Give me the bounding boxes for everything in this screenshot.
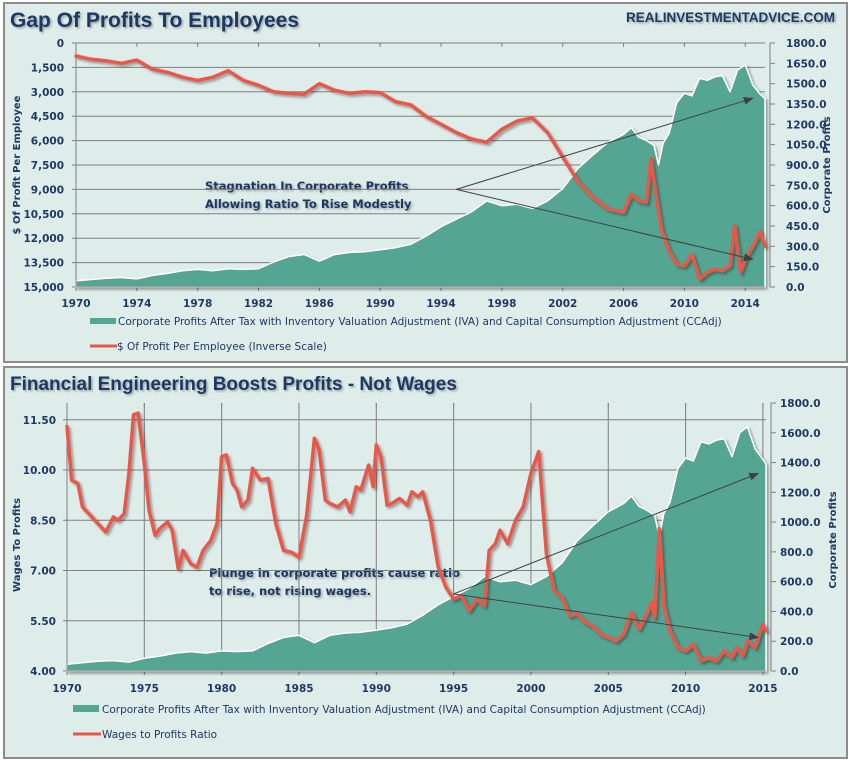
chart2-y-tick-label: 10.00 [23,465,56,477]
chart1-x-tick-label: 2006 [609,298,638,310]
chart1-y2-tick-label: 300.0 [786,241,819,253]
chart2-x-tick-label: 1995 [439,683,468,695]
chart1-y-tick-label: 7,500 [31,160,64,172]
chart1-x-tick-label: 1986 [305,298,334,310]
chart1-x-tick-label: 2010 [670,298,699,310]
chart1-y2-tick-label: 1350.0 [786,99,827,111]
chart2-y2-tick-label: 1000.0 [780,517,821,529]
chart1-y2-tick-label: 1200.0 [786,119,827,131]
chart2-y2-tick-label: 200.0 [780,636,813,648]
chart1-x-tick-label: 1990 [366,298,395,310]
chart1-x-tick-label: 1970 [61,298,90,310]
chart2-y2-tick-label: 0.0 [780,666,799,678]
chart2-ratio-line [65,411,768,663]
chart1-x-tick-label: 2002 [548,298,577,310]
chart1-x-tick-label: 1978 [183,298,212,310]
chart2-legend-area-label: Corporate Profits After Tax with Invento… [102,704,706,716]
chart2-title: Financial Engineering Boosts Profits - N… [10,374,457,395]
chart1-legend-area-swatch [90,318,116,324]
chart2-y-tick-label: 7.00 [30,566,56,578]
chart2-annotation: Plunge in corporate profits cause ratio … [209,566,460,598]
chart1-y2-tick-label: 450.0 [786,221,819,233]
chart1-y2-tick-label: 1500.0 [786,79,827,91]
chart2-y-tick-label: 8.50 [30,515,56,527]
chart1-y2-tick-label: 1650.0 [786,58,827,70]
chart2-y2-tick-label: 400.0 [780,606,813,618]
chart1-plot: 0 1,500 3,000 4,500 6,000 7,500 9,000 10,500 12,… [23,38,826,310]
chart1-y-tick-label: 0 [57,38,64,50]
chart2-plot: 11.50 10.00 8.50 7.00 5.50 4.00 1970 1975 1980 19… [23,398,821,695]
chart1-y2-tick-label: 900.0 [786,160,819,172]
chart1-y-tick-label: 9,000 [31,184,64,196]
chart2-y2-axis-label: Corporate Profits [828,491,839,588]
chart2-y2-tick-label: 1600.0 [780,428,821,440]
chart2-legend: Corporate Profits After Tax with Invento… [73,704,706,741]
watermark: REALINVESTMENTADVICE.COM [626,10,835,25]
chart2-profits-area [66,426,767,672]
chart2-y2-tick-label: 1800.0 [780,398,821,410]
chart1-legend-area-label: Corporate Profits After Tax with Invento… [118,316,722,328]
chart2-y2-tick-label: 600.0 [780,577,813,589]
chart1-y-tick-label: 6,000 [31,136,64,148]
chart2-legend-line-label: Wages to Profits Ratio [102,729,217,741]
chart2-y2-tick-label: 800.0 [780,547,813,559]
chart2-legend-area-swatch [73,705,99,712]
chart2-annotation-line2: to rise, not rising wages. [209,584,371,598]
chart1-y-tick-label: 4,500 [31,111,64,123]
chart2-y2-tick-label: 1400.0 [780,458,821,470]
chart1-y2-tick-label: 0.0 [786,282,805,294]
chart1-y-tick-label: 13,500 [23,258,64,270]
chart1-y2-tick-label: 600.0 [786,201,819,213]
chart1-y2-axis-label: Corporate Profits [822,116,833,213]
chart2-y-tick-label: 5.50 [30,616,56,628]
chart2-x-tick-label: 1990 [362,683,391,695]
chart1-y2-tick-label: 1800.0 [786,38,827,50]
chart2-y2-tick-label: 1200.0 [780,487,821,499]
chart2-x-tick-label: 2000 [516,683,545,695]
chart1-x-tick-label: 2014 [731,298,760,310]
chart2-y-tick-label: 11.50 [23,415,56,427]
chart2-x-tick-label: 2005 [594,683,623,695]
chart2-x-tick-label: 2015 [748,683,777,695]
chart2-x-tick-label: 1985 [284,683,313,695]
chart2-y-tick-label: 4.00 [30,666,56,678]
chart1-annotation-line1: Stagnation In Corporate Profits [205,179,409,193]
chart1-y-axis-label: $ Of Profit Per Employee [12,95,23,234]
chart1-x-tick-label: 1974 [122,298,151,310]
chart1-x-tick-label: 1998 [487,298,516,310]
chart1-ratio-line [74,54,767,281]
chart2-annotation-line1: Plunge in corporate profits cause ratio [209,566,460,580]
chart1-annotation: Stagnation In Corporate Profits Allowing… [205,179,412,211]
chart-marks: 0 1,500 3,000 4,500 6,000 7,500 9,000 10,500 12,… [23,38,827,695]
chart1-x-tick-label: 1982 [244,298,273,310]
chart1-y2-tick-label: 750.0 [786,180,819,192]
chart1-y-tick-label: 12,000 [23,233,64,245]
chart1-y-tick-label: 15,000 [23,282,64,294]
chart1-y-tick-label: 10,500 [23,209,64,221]
chart1-y2-tick-label: 150.0 [786,262,819,274]
chart1-y-tick-label: 1,500 [31,62,64,74]
chart2-x-tick-label: 1970 [52,683,81,695]
chart1-profits-area [75,63,766,288]
chart1-y2-tick-label: 1050.0 [786,140,827,152]
chart1-legend: Corporate Profits After Tax with Invento… [90,316,722,353]
chart2-x-tick-label: 1975 [130,683,159,695]
chart1-annotation-line2: Allowing Ratio To Rise Modestly [205,197,412,211]
chart2-trend-arrow [453,593,760,641]
chart1-trend-arrow [456,97,754,190]
chart1-title: Gap Of Profits To Employees [10,9,299,32]
chart2-y-axis-label: Wages To Profits [12,498,23,592]
chart1-trend-arrow [456,188,754,262]
chart2-x-tick-label: 1980 [207,683,236,695]
chart1-y-tick-label: 3,000 [31,87,64,99]
chart1-legend-line-label: $ Of Profit Per Employee (Inverse Scale) [117,341,327,353]
chart2-trend-arrow [453,472,760,595]
chart2-x-tick-label: 2010 [671,683,700,695]
chart1-x-tick-label: 1994 [426,298,455,310]
